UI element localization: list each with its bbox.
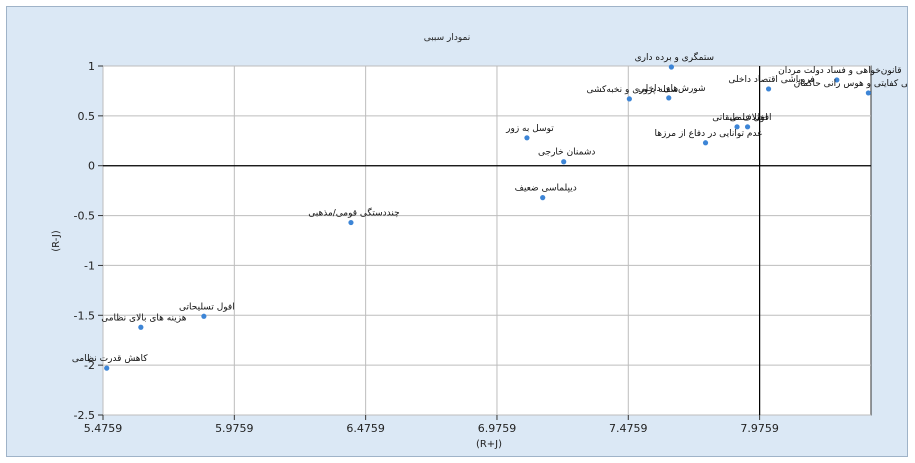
x-tick-label: 6.9759 [478,422,517,435]
plot-area [102,65,872,416]
point-label: افول تسلیحاتی [179,302,235,312]
data-point [765,86,772,92]
point-label: عدم توانایی در دفاع از مرزها [654,129,762,139]
y-tick-label: -2.5 [74,409,95,422]
point-label: کاهش قدرت نظامی [72,354,148,364]
data-point [666,95,672,101]
data-point [524,135,530,141]
point-label: اختلاف طبقاتی [712,113,768,123]
reference-lines [103,66,871,415]
point-label: قانون‌خواهی و فساد دولت مردان [778,66,901,76]
point-label: ستمگری و برده داری [635,51,714,63]
y-tick-label: -1.5 [74,309,95,322]
scatter-chart: -2.5 -2 -1.5 -1 -0.5 0 0.5 1 5.4759 5.9759 6.4759 6… [51,33,907,450]
point-label: دشمنان خارجی [538,148,595,158]
x-tick-label: 7.9759 [740,422,779,435]
y-tick-label: -1 [84,259,95,272]
data-point [104,365,110,371]
point-label: بی کفایتی و هوس رانی حاکمان [794,79,907,89]
data-point [348,219,354,226]
x-tick-label: 7.4759 [609,422,648,435]
y-tick-label: -2 [84,359,95,372]
y-tick-label: -0.5 [74,210,95,223]
data-point [138,324,144,330]
data-point [540,195,546,201]
y-tick-label: 1 [88,60,95,73]
y-axis-label: (R-J) [51,230,62,252]
x-tick-label: 5.4759 [84,422,123,435]
chart-title: نمودار سببی [424,33,471,43]
x-tick-label: 6.4759 [346,422,385,435]
point-label: سفله پروری و نخبه‌کشی [587,85,679,95]
data-point [561,159,567,165]
data-point [744,124,751,130]
x-axis-label: (R+J) [476,439,502,450]
point-label: افول علمی [730,113,772,123]
point-label: چنددستگی قومی/مذهبی [308,207,399,219]
x-tick-label: 5.9759 [215,422,254,435]
data-point [702,140,709,146]
data-point [668,64,674,70]
data-point [834,77,840,83]
point-label: فروپاشی اقتصاد داخلی [728,75,814,85]
y-tick-label: 0.5 [78,110,96,123]
tick-labels: -2.5 -2 -1.5 -1 -0.5 0 0.5 1 5.4759 5.9759 6.4759 6… [74,60,779,435]
point-label: هزینه های بالای نظامی [101,313,187,323]
data-points [104,64,871,371]
data-point [201,313,207,319]
data-point [734,124,740,130]
chart-frame: -2.5 -2 -1.5 -1 -0.5 0 0.5 1 5.4759 5.9759 6.4759 6… [6,6,908,457]
point-label: دیپلماسی ضعیف [515,184,577,194]
point-label: شورش‌های داخلی [638,84,705,94]
y-tick-label: 0 [88,160,95,173]
data-point [626,96,632,102]
data-point [865,90,871,96]
point-label: توسل به زور [505,124,554,134]
